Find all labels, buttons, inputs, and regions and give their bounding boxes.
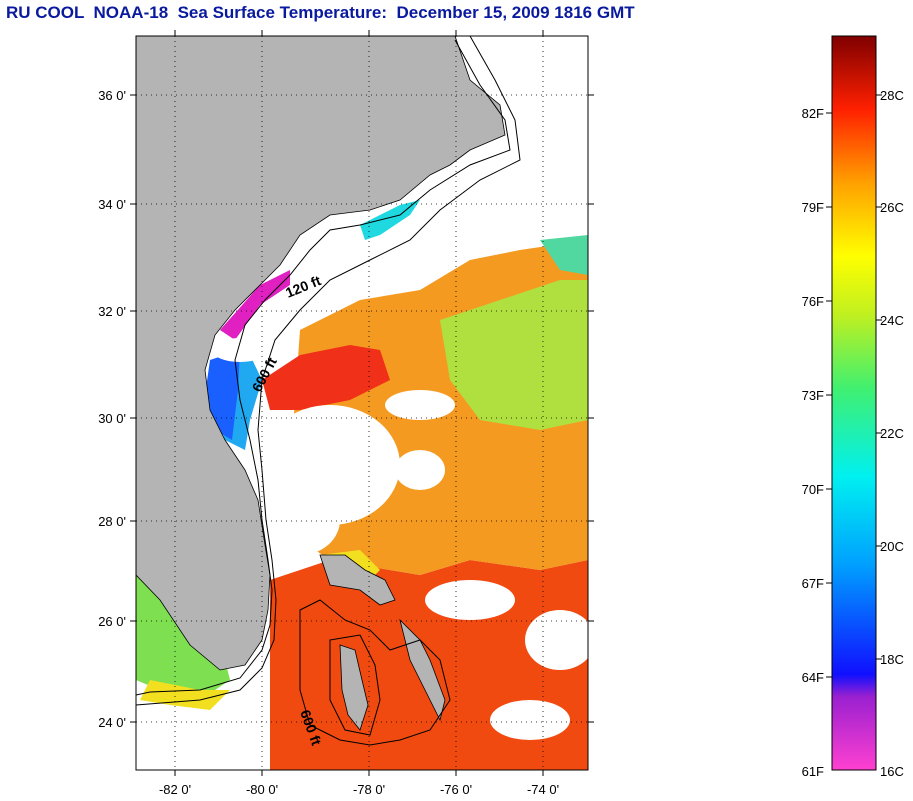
cb-c-22: 22C (880, 426, 904, 441)
lon-label-80: -80 0' (246, 782, 278, 797)
lon-label-82: -82 0' (159, 782, 191, 797)
cb-f-79: 79F (802, 200, 824, 215)
colorbar-ticks (826, 94, 882, 678)
lon-label-78: -78 0' (353, 782, 385, 797)
isobaths (136, 36, 521, 746)
lat-label-24: 24 0' (98, 715, 126, 730)
cb-f-73: 73F (802, 388, 824, 403)
cb-c-16: 16C (880, 764, 904, 779)
colorbar-gradient (831, 35, 877, 771)
isobath-andros (329, 634, 381, 736)
sst-yellowgreen-east (440, 280, 588, 430)
land-andros (339, 644, 369, 731)
lat-label-36: 36 0' (98, 88, 126, 103)
colorbar: 82F 79F 76F 73F 70F 67F 64F 61F 28C 26C … (802, 35, 904, 779)
lat-label-34: 34 0' (98, 197, 126, 212)
isobath-600 (136, 36, 521, 706)
map-title: RU COOL NOAA-18 Sea Surface Temperature:… (6, 3, 635, 22)
longitude-labels: -82 0' -80 0' -78 0' -76 0' -74 0' (159, 782, 559, 797)
isobath-bahamas (299, 599, 451, 746)
lat-label-26: 26 0' (98, 614, 126, 629)
cb-c-20: 20C (880, 539, 904, 554)
cb-f-61: 61F (802, 764, 824, 779)
lat-label-30: 30 0' (98, 411, 126, 426)
map-frame (135, 35, 589, 771)
sst-cyan-carolina (360, 200, 420, 240)
cb-c-28: 28C (880, 88, 904, 103)
lat-label-32: 32 0' (98, 304, 126, 319)
land-eleuthera (399, 618, 446, 722)
land-us-coast (136, 36, 506, 671)
cb-c-18: 18C (880, 652, 904, 667)
lon-label-76: -76 0' (440, 782, 472, 797)
lon-label-74: -74 0' (527, 782, 559, 797)
cb-c-26: 26C (880, 200, 904, 215)
latitude-labels: 36 0' 34 0' 32 0' 30 0' 28 0' 26 0' 24 0… (98, 88, 126, 730)
cb-f-64: 64F (802, 670, 824, 685)
map-panel: 120 ft 600 ft 600 ft (136, 36, 588, 770)
sst-magenta-shelf (220, 270, 290, 340)
isobath-120 (136, 39, 511, 696)
cb-f-70: 70F (802, 482, 824, 497)
land-grand-bahama (319, 554, 396, 606)
cb-f-67: 67F (802, 576, 824, 591)
cloud-cover (212, 215, 588, 740)
cb-f-76: 76F (802, 294, 824, 309)
graticule (136, 36, 588, 770)
cb-c-24: 24C (880, 313, 904, 328)
cb-f-82: 82F (802, 106, 824, 121)
land (136, 36, 506, 731)
map-ticks (130, 30, 594, 776)
sst-green-east (540, 235, 588, 275)
lat-label-28: 28 0' (98, 514, 126, 529)
sst-red-plume (262, 345, 390, 410)
